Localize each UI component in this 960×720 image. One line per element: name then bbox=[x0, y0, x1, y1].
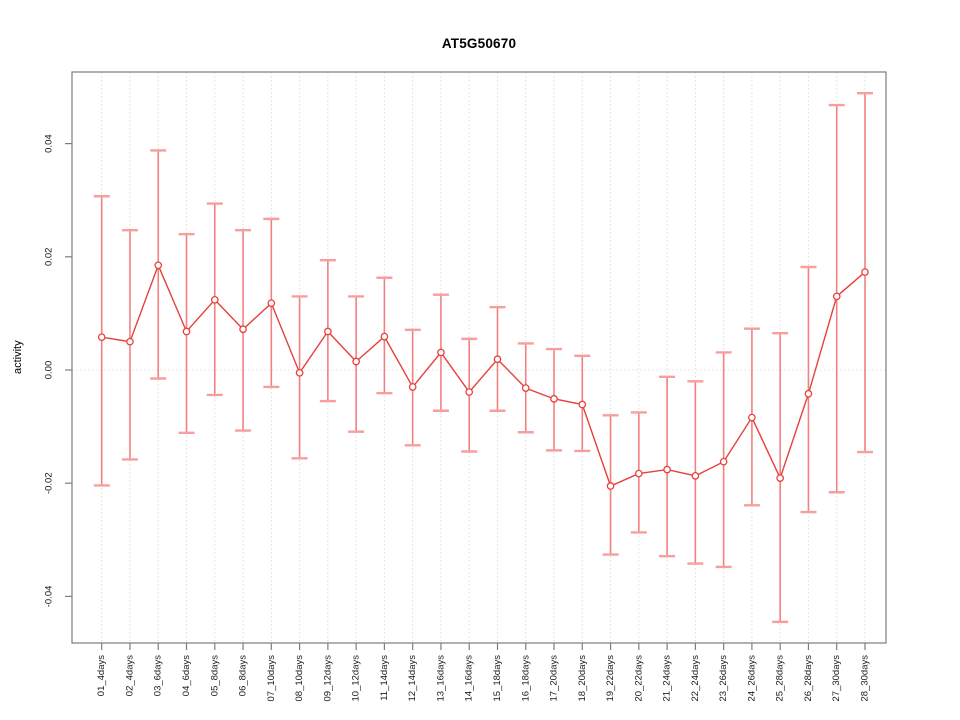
x-tick-label: 15_18days bbox=[492, 655, 503, 702]
data-point bbox=[578, 400, 587, 409]
x-tick-label: 12_14days bbox=[407, 655, 418, 702]
data-point bbox=[239, 325, 247, 334]
y-tick-label: 0.04 bbox=[44, 134, 55, 153]
data-point bbox=[719, 457, 728, 466]
data-point bbox=[380, 332, 389, 341]
data-point bbox=[691, 471, 700, 480]
x-tick-label: 06_8days bbox=[238, 655, 249, 696]
data-point bbox=[437, 348, 445, 357]
x-tick-label: 22_24days bbox=[690, 655, 701, 702]
x-tick-label: 13_16days bbox=[435, 655, 446, 702]
data-point bbox=[634, 469, 643, 478]
x-tick-label: 26_28days bbox=[803, 655, 814, 702]
data-point bbox=[832, 292, 841, 301]
x-tick-label: 01_4days bbox=[96, 655, 107, 696]
x-tick-label: 25_28days bbox=[775, 655, 786, 702]
x-tick-label: 21_24days bbox=[662, 655, 673, 702]
x-tick-label: 11_14days bbox=[379, 655, 390, 701]
x-tick-label: 19_22days bbox=[605, 655, 616, 702]
data-point bbox=[97, 333, 106, 342]
data-point bbox=[606, 482, 615, 490]
data-point bbox=[663, 465, 671, 474]
x-tick-label: 24_26days bbox=[746, 655, 757, 702]
data-point bbox=[493, 355, 502, 364]
data-point bbox=[210, 295, 219, 304]
y-tick-label: -0.04 bbox=[44, 586, 55, 608]
data-point bbox=[550, 395, 558, 403]
data-point bbox=[324, 327, 332, 336]
data-point bbox=[154, 261, 163, 270]
data-point bbox=[748, 413, 756, 422]
x-tick-label: 27_30days bbox=[831, 655, 842, 702]
y-tick-label: -0.02 bbox=[44, 472, 55, 494]
x-tick-label: 18_20days bbox=[577, 655, 588, 702]
x-tick-label: 17_20days bbox=[549, 655, 560, 702]
x-tick-label: 02_4days bbox=[124, 655, 135, 696]
x-tick-label: 05_8days bbox=[209, 655, 220, 696]
x-tick-label: 28_30days bbox=[859, 655, 870, 702]
data-point bbox=[295, 368, 304, 377]
data-point bbox=[267, 299, 276, 308]
x-tick-label: 23_26days bbox=[718, 655, 729, 702]
x-tick-label: 07_10days bbox=[266, 655, 277, 702]
data-point bbox=[126, 337, 134, 346]
data-point bbox=[776, 474, 785, 482]
series-line bbox=[101, 263, 866, 487]
data-point bbox=[182, 327, 191, 336]
y-tick-label: 0.02 bbox=[44, 248, 55, 267]
x-tick-label: 10_12days bbox=[351, 655, 362, 702]
data-point bbox=[352, 357, 360, 366]
data-point bbox=[465, 388, 474, 396]
x-tick-label: 16_18days bbox=[520, 655, 531, 702]
data-point bbox=[408, 383, 417, 391]
x-tick-label: 14_16days bbox=[464, 655, 475, 702]
data-point bbox=[861, 268, 869, 276]
x-tick-label: 08_10days bbox=[294, 655, 305, 702]
x-tick-label: 09_12days bbox=[322, 655, 333, 702]
x-tick-label: 20_22days bbox=[633, 655, 644, 702]
plot-frame bbox=[71, 71, 887, 644]
y-tick-label: 0.00 bbox=[44, 361, 55, 380]
x-tick-label: 03_6days bbox=[153, 655, 164, 696]
x-tick-label: 04_6days bbox=[181, 655, 192, 696]
data-point bbox=[521, 384, 530, 392]
chart-title: AT5G50670 bbox=[441, 36, 517, 51]
data-point bbox=[804, 389, 813, 398]
